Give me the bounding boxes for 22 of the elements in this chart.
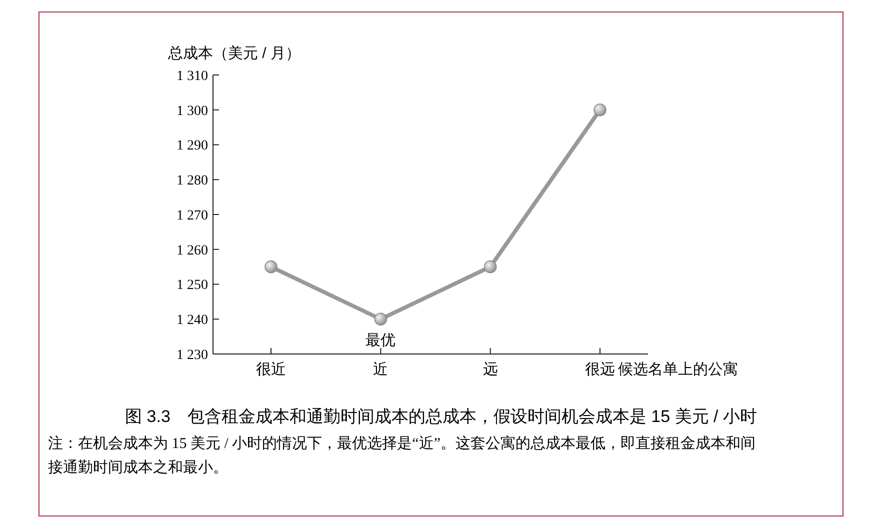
y-tick-label: 1 300 — [176, 104, 208, 119]
text: 图 3.3 包含租金成本和通勤时间成本的总成本，假设时间机会成本是 15 美元 / 小时 — [125, 407, 757, 426]
y-tick-label: 1 290 — [176, 138, 208, 154]
text: 注：在机会成本为 15 美元 / 小时的情况下，最优选择是“近”。这套公寓的总成本最低，即直接租金成本和间接通勤时间成本之和最小。 — [48, 435, 756, 476]
point — [484, 260, 497, 274]
point — [374, 312, 388, 326]
y-tick-label: 1 310 — [176, 68, 208, 84]
y-axis-title: 总成本（美元 / 月） — [167, 45, 301, 62]
x-tick-label: 近 — [373, 361, 388, 378]
y-tick-label: 1 240 — [176, 313, 208, 328]
y-tick-label: 1 280 — [176, 174, 208, 189]
y-tick-label: 1 270 — [176, 208, 208, 224]
annotation: 最优 — [366, 332, 396, 350]
x-tick-label: 远 — [482, 361, 498, 378]
y-tick-label: 1 250 — [176, 278, 208, 294]
y-tick-label: 1 230 — [176, 348, 208, 363]
point — [264, 260, 278, 274]
x-axis-title: 候选名单上的公寓 — [618, 361, 738, 378]
x-tick-label: 很远 — [585, 361, 615, 378]
x-tick-label: 很近 — [256, 361, 286, 378]
point — [594, 103, 606, 116]
y-tick-label: 1 260 — [176, 243, 208, 258]
